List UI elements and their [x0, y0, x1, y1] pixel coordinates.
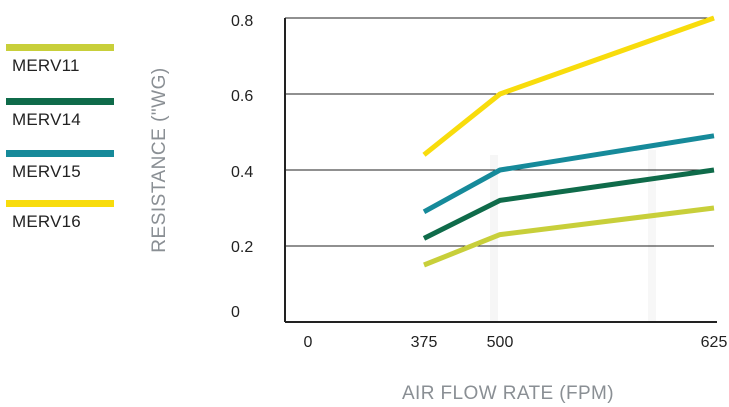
legend-label: MERV16 — [12, 212, 81, 231]
legend-swatch — [6, 44, 114, 51]
x-tick-label: 0 — [304, 334, 313, 351]
legend-item-merv11: MERV11 — [6, 44, 136, 100]
y-tick-label: 0.4 — [231, 164, 253, 181]
legend-swatch — [6, 150, 114, 157]
legend-label: MERV15 — [12, 162, 81, 181]
legend-item-merv16: MERV16 — [6, 200, 136, 256]
x-tick-label: 500 — [487, 334, 514, 351]
y-tick-label: 0 — [231, 304, 240, 321]
x-tick-label: 625 — [701, 334, 728, 351]
legend-label: MERV14 — [12, 110, 81, 129]
legend-item-merv15: MERV15 — [6, 150, 136, 206]
background-band — [648, 150, 656, 322]
series-line-merv16 — [422, 15, 715, 157]
y-tick-label: 0.6 — [231, 88, 253, 105]
x-axis-label: AIR FLOW RATE (FPM) — [401, 383, 615, 404]
legend-item-merv14: MERV14 — [6, 98, 136, 154]
series-line-merv11 — [423, 205, 715, 268]
x-tick-label: 375 — [411, 334, 438, 351]
legend-swatch — [6, 200, 114, 207]
y-tick-label: 0.8 — [231, 13, 253, 30]
y-tick-label: 0.2 — [231, 239, 253, 256]
series-line-merv14 — [422, 167, 715, 241]
y-axis-label: RESISTANCE ("WG) — [149, 67, 170, 253]
chart-legend: MERV11 MERV14 MERV15 MERV16 — [0, 0, 140, 260]
legend-swatch — [6, 98, 114, 105]
series-line-merv15 — [422, 133, 715, 214]
legend-label: MERV11 — [12, 56, 80, 75]
